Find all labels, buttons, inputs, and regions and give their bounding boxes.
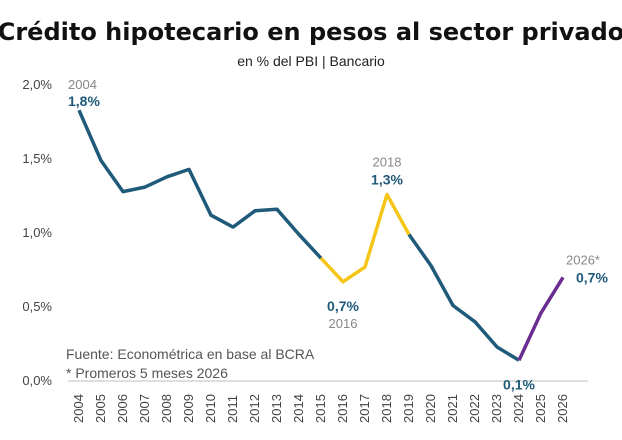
y-tick-label: 2,0% <box>22 77 52 92</box>
series-lines <box>77 109 565 362</box>
annotation-value: 0,7% <box>327 298 359 314</box>
source-note: Fuente: Econométrica en base al BCRA <box>66 346 315 362</box>
y-tick-label: 0,0% <box>22 373 52 388</box>
x-tick-label: 2020 <box>423 394 438 423</box>
x-tick-label: 2009 <box>181 394 196 423</box>
x-tick-label: 2015 <box>313 394 328 423</box>
x-tick-label: 2022 <box>467 394 482 423</box>
annotation-year: 2004 <box>68 77 97 92</box>
series-line-segment <box>517 276 565 362</box>
chart-subtitle: en % del PBI | Bancario <box>237 53 385 69</box>
x-tick-label: 2008 <box>159 394 174 423</box>
x-tick-label: 2007 <box>137 394 152 423</box>
x-tick-label: 2013 <box>269 394 284 423</box>
annotation-value: 1,8% <box>68 93 100 109</box>
x-tick-label: 2012 <box>247 394 262 423</box>
y-tick-label: 1,5% <box>22 151 52 166</box>
x-tick-label: 2024 <box>511 394 526 423</box>
x-tick-label: 2018 <box>379 394 394 423</box>
y-tick-label: 0,5% <box>22 299 52 314</box>
x-tick-label: 2017 <box>357 394 372 423</box>
series-line-segment <box>319 192 411 284</box>
y-axis: 0,0% 0,5% 1,0% 1,5% 2,0% <box>22 77 52 388</box>
x-tick-label: 2005 <box>93 394 108 423</box>
x-tick-label: 2010 <box>203 394 218 423</box>
x-tick-label: 2014 <box>291 394 306 423</box>
x-axis: 2004 2005 2006 2007 2008 2009 2010 2011 2012 2013… <box>71 394 570 423</box>
footnote: * Promeros 5 meses 2026 <box>66 365 228 381</box>
x-tick-label: 2025 <box>533 394 548 423</box>
x-tick-label: 2006 <box>115 394 130 423</box>
x-tick-label: 2016 <box>335 394 350 423</box>
annotation-value: 0,1% <box>503 376 535 392</box>
x-tick-label: 2019 <box>401 394 416 423</box>
annotation-year: 2026* <box>566 252 600 267</box>
chart-title: Crédito hipotecario en pesos al sector p… <box>0 18 622 46</box>
x-tick-label: 2004 <box>71 394 86 423</box>
annotation-value: 0,7% <box>576 269 608 285</box>
x-tick-label: 2026 <box>555 394 570 423</box>
x-tick-label: 2011 <box>225 395 240 423</box>
series-line-segment <box>77 109 323 260</box>
annotation-value: 1,3% <box>371 172 403 188</box>
annotation-year: 2016 <box>329 316 358 331</box>
x-tick-label: 2021 <box>445 394 460 423</box>
annotation-year: 2018 <box>373 155 402 170</box>
x-tick-label: 2023 <box>489 394 504 423</box>
y-tick-label: 1,0% <box>22 225 52 240</box>
series-line-segment <box>407 233 520 362</box>
